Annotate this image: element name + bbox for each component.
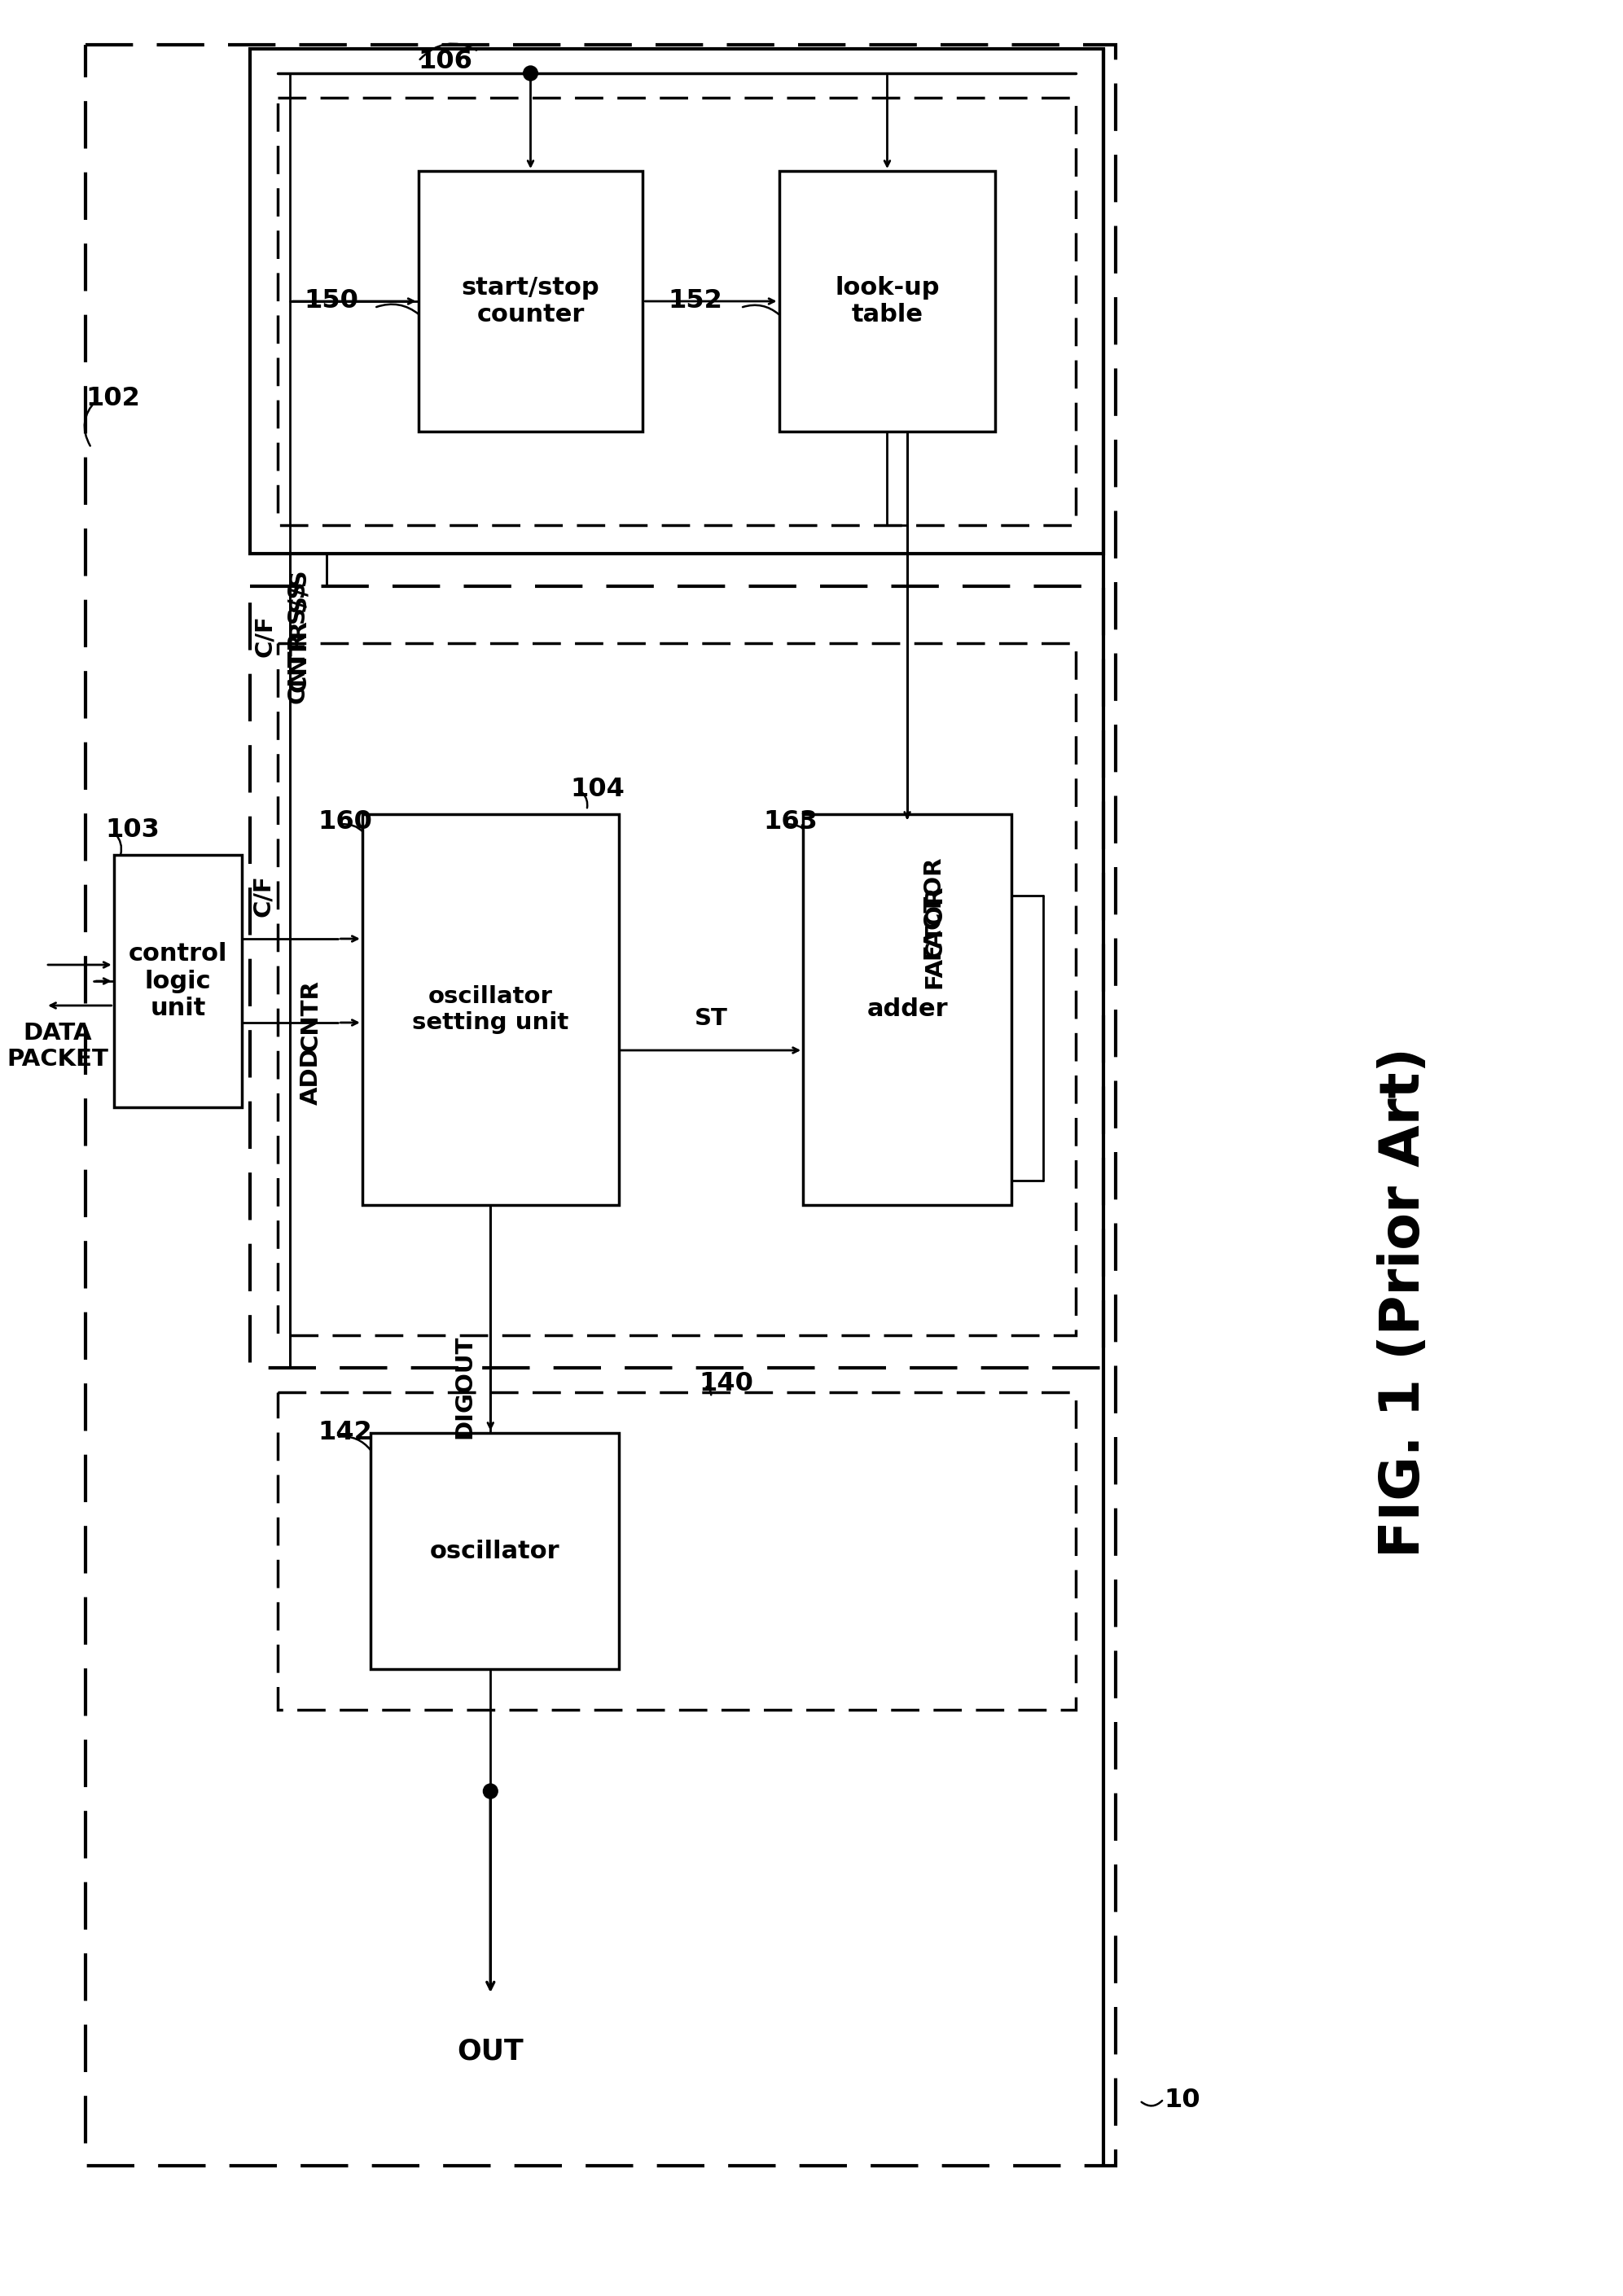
Text: DATA
PACKET: DATA PACKET xyxy=(6,1022,109,1070)
Bar xyxy=(370,1433,618,1669)
Circle shape xyxy=(484,1784,498,1798)
Text: 140: 140 xyxy=(700,1371,753,1396)
Text: oscillator
setting unit: oscillator setting unit xyxy=(412,985,568,1033)
Bar xyxy=(114,854,242,1107)
Text: CNTR: CNTR xyxy=(299,980,321,1052)
Circle shape xyxy=(523,67,537,80)
Bar xyxy=(250,585,1104,1368)
Text: CNTR S/S: CNTR S/S xyxy=(287,581,310,705)
Bar xyxy=(86,46,1115,2165)
Text: ADD: ADD xyxy=(299,1047,321,1104)
Text: look-up
table: look-up table xyxy=(834,276,940,326)
Text: 103: 103 xyxy=(105,817,161,843)
Text: FACTOR: FACTOR xyxy=(922,854,945,960)
Bar xyxy=(250,48,1104,553)
Text: 152: 152 xyxy=(669,289,722,315)
Text: ST: ST xyxy=(695,1008,727,1031)
Text: C/F: C/F xyxy=(253,615,276,657)
Text: CNTR S/S: CNTR S/S xyxy=(289,569,312,693)
Text: 160: 160 xyxy=(318,810,373,836)
Bar xyxy=(278,1391,1076,1711)
Bar xyxy=(803,815,1011,1205)
Text: 104: 104 xyxy=(571,776,625,801)
Text: control
logic
unit: control logic unit xyxy=(128,941,227,1019)
Text: DIGOUT: DIGOUT xyxy=(453,1336,476,1440)
Text: 106: 106 xyxy=(419,48,472,73)
Bar xyxy=(278,99,1076,526)
Text: 163: 163 xyxy=(763,810,818,836)
Bar xyxy=(278,643,1076,1336)
Text: 10: 10 xyxy=(1164,2087,1199,2112)
Text: FIG. 1 (Prior Art): FIG. 1 (Prior Art) xyxy=(1378,1047,1431,1559)
Bar xyxy=(779,170,995,432)
Text: adder: adder xyxy=(867,999,948,1022)
Text: C/F: C/F xyxy=(252,875,274,916)
Bar xyxy=(362,815,618,1205)
Text: 142: 142 xyxy=(318,1421,373,1446)
Text: OUT: OUT xyxy=(458,2039,524,2066)
Bar xyxy=(419,170,643,432)
Text: oscillator: oscillator xyxy=(430,1538,560,1564)
Text: start/stop
counter: start/stop counter xyxy=(461,276,599,326)
Text: 150: 150 xyxy=(304,289,359,315)
Text: FACTOR: FACTOR xyxy=(923,884,946,987)
Text: 102: 102 xyxy=(86,386,140,411)
